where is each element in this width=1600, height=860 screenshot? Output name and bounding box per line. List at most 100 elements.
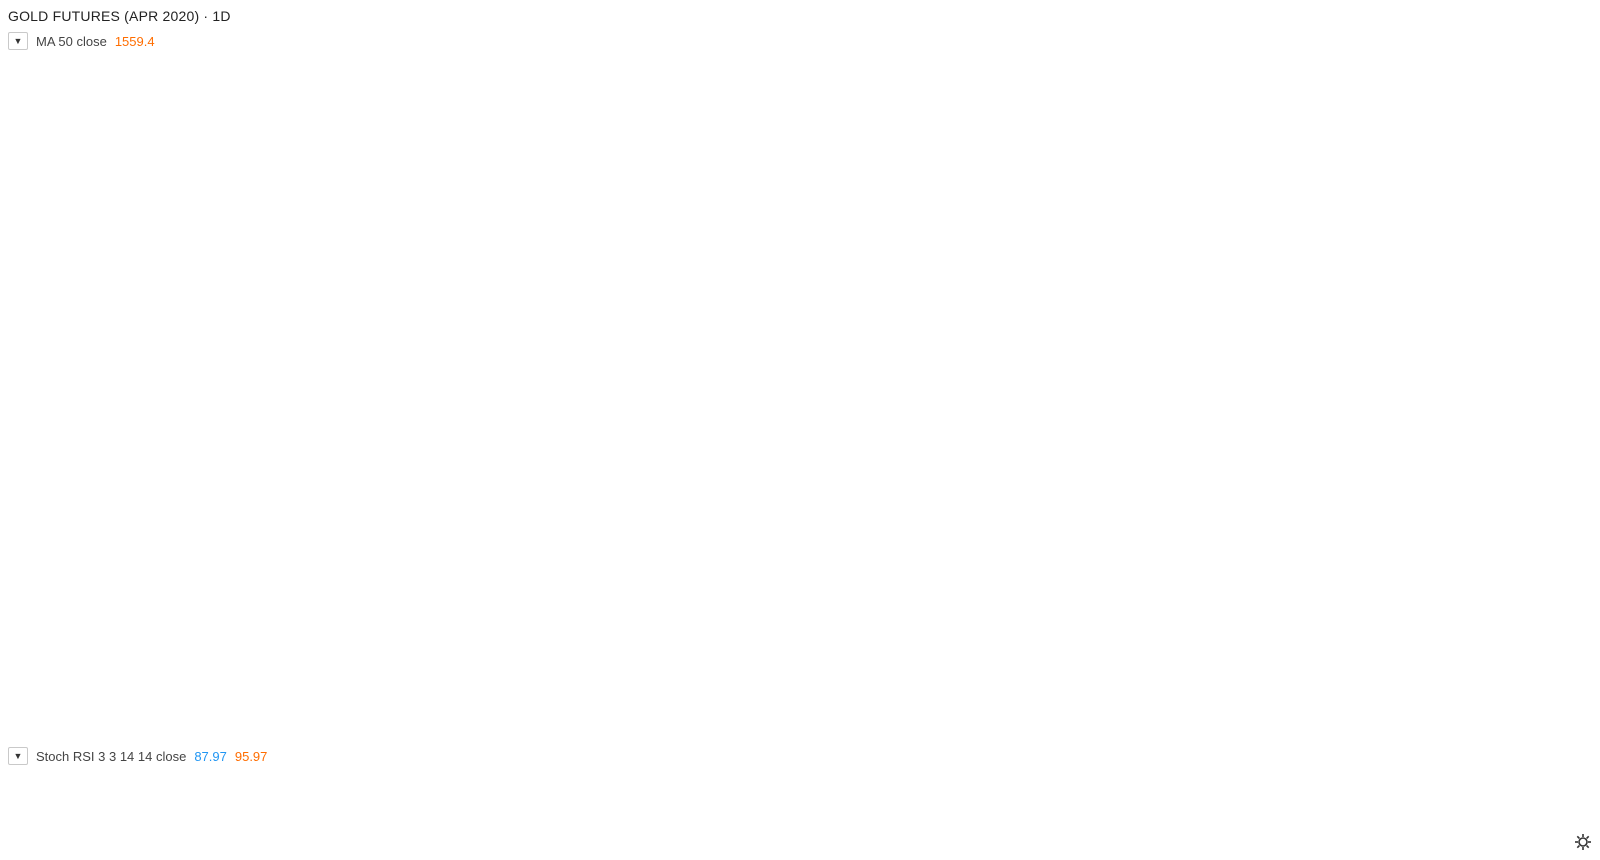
price-pane[interactable]: [0, 12, 1513, 703]
time-tick-label: May: [423, 827, 446, 841]
candle: [287, 526, 292, 536]
candle-body: [117, 651, 122, 665]
candle-body: [965, 381, 970, 385]
candle: [249, 556, 254, 572]
candle: [411, 591, 416, 603]
candle-body: [488, 603, 493, 628]
candle: [86, 678, 91, 695]
candle: [242, 560, 247, 580]
candle-body: [644, 438, 649, 442]
candle: [522, 550, 526, 569]
candle-body: [207, 602, 211, 605]
chevron-down-icon[interactable]: ▼: [8, 32, 28, 50]
candle-body: [460, 601, 465, 612]
candle: [758, 331, 763, 349]
osc-tick-label: 50.00: [1523, 772, 1553, 786]
time-tick-label: Nov: [849, 827, 870, 841]
candle-body: [356, 564, 361, 579]
chevron-down-icon[interactable]: ▼: [8, 747, 28, 765]
candle: [277, 543, 282, 553]
candle-body: [369, 570, 374, 576]
candle: [674, 342, 679, 348]
candle: [860, 328, 865, 346]
candle: [353, 567, 358, 586]
candle-body: [1018, 253, 1023, 269]
candle: [512, 573, 516, 586]
candle-body: [710, 285, 714, 289]
candle-body: [65, 677, 69, 688]
candle: [1018, 245, 1023, 272]
candle-body: [789, 369, 793, 376]
candle: [783, 359, 788, 384]
candle: [464, 604, 469, 612]
candle: [853, 337, 857, 350]
candle-body: [644, 440, 648, 442]
trendline: [496, 158, 1477, 623]
candle-body: [729, 280, 733, 292]
candle: [880, 374, 884, 386]
candle-body: [104, 656, 109, 666]
candle: [990, 331, 995, 349]
candle-body: [162, 628, 167, 634]
candle: [805, 347, 810, 363]
candle: [505, 573, 510, 597]
candle: [1047, 271, 1052, 284]
candle-body: [1030, 293, 1035, 297]
candle: [301, 543, 306, 565]
candle-body: [18, 657, 22, 662]
candle: [383, 578, 387, 600]
candle: [220, 589, 225, 601]
candle: [363, 568, 367, 581]
axes: 1775.0 1750.0 1725.0 1700.0 1675.0 1625.0 1600…: [0, 0, 1563, 860]
candle: [1076, 240, 1081, 262]
candle-body: [1126, 118, 1131, 145]
price-tick-label: 1600.0: [1523, 227, 1560, 241]
candle-body: [83, 677, 87, 689]
candle: [1102, 246, 1106, 267]
candle: [360, 556, 364, 575]
candle-body: [184, 607, 189, 613]
price-tick-label: 1275.0: [1523, 650, 1560, 664]
candle-body: [924, 396, 929, 398]
candle-body: [1006, 285, 1010, 300]
candle-body: [1111, 222, 1116, 225]
candle-body: [121, 648, 125, 665]
candle: [24, 666, 29, 681]
candle-body: [630, 431, 635, 434]
candle: [492, 598, 496, 618]
candle-body: [770, 349, 775, 362]
candle-body: [763, 338, 768, 340]
price-tick-label: 1625.0: [1523, 195, 1560, 209]
candle: [391, 589, 396, 596]
candle: [346, 573, 351, 581]
candle: [644, 438, 648, 448]
candle: [256, 566, 260, 575]
candle: [485, 609, 490, 630]
candle: [149, 627, 153, 638]
candle: [191, 608, 196, 621]
candle: [284, 523, 288, 549]
candle-body: [304, 563, 309, 588]
candle: [464, 597, 468, 613]
candle-body: [79, 676, 84, 678]
candle-body: [191, 613, 196, 618]
candle: [597, 447, 602, 468]
candle: [311, 578, 315, 589]
candle: [124, 647, 129, 656]
candle: [1123, 113, 1127, 139]
candle-body: [0, 642, 2, 645]
candle: [8, 650, 12, 664]
candle-body: [1105, 238, 1110, 256]
candle: [65, 673, 69, 696]
candle: [810, 340, 814, 362]
candle: [444, 595, 448, 616]
gear-icon[interactable]: [1573, 832, 1593, 852]
candle: [14, 644, 19, 663]
candle: [857, 328, 862, 351]
candle: [574, 467, 578, 477]
candle-body: [1099, 257, 1104, 267]
candle: [1002, 291, 1007, 315]
chart-title: GOLD FUTURES (APR 2020) · 1D: [8, 8, 231, 24]
candle-body: [813, 354, 817, 357]
